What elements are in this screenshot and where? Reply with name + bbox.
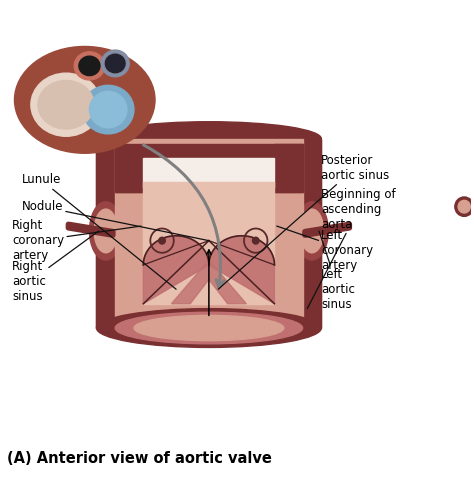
Text: Left
coronary
artery: Left coronary artery [277, 226, 374, 272]
Text: Lunule: Lunule [21, 173, 176, 289]
Text: Left
aortic
sinus: Left aortic sinus [319, 231, 355, 311]
Ellipse shape [31, 73, 101, 136]
Ellipse shape [97, 309, 321, 348]
Ellipse shape [79, 56, 100, 76]
Text: Posterior
aortic sinus: Posterior aortic sinus [218, 154, 390, 289]
Ellipse shape [15, 47, 155, 153]
Ellipse shape [90, 202, 122, 260]
Ellipse shape [115, 312, 302, 344]
Text: Right
aortic
sinus: Right aortic sinus [12, 231, 99, 303]
Polygon shape [143, 182, 274, 304]
Ellipse shape [94, 209, 118, 253]
Ellipse shape [74, 52, 105, 80]
Polygon shape [172, 260, 246, 304]
Polygon shape [274, 143, 302, 192]
Circle shape [159, 237, 165, 244]
Polygon shape [302, 138, 321, 328]
Circle shape [458, 200, 470, 213]
Polygon shape [115, 143, 143, 192]
Text: Nodule: Nodule [21, 200, 209, 241]
Polygon shape [115, 138, 302, 328]
Polygon shape [97, 138, 321, 328]
Ellipse shape [134, 315, 284, 341]
Ellipse shape [296, 202, 328, 260]
Ellipse shape [300, 209, 324, 253]
Text: Right
coronary
artery: Right coronary artery [12, 219, 141, 262]
Circle shape [455, 197, 474, 217]
Circle shape [253, 237, 259, 244]
Polygon shape [143, 236, 209, 304]
Ellipse shape [82, 85, 134, 134]
Ellipse shape [97, 122, 321, 156]
Ellipse shape [101, 50, 129, 77]
Polygon shape [97, 138, 115, 328]
Polygon shape [115, 143, 302, 192]
Polygon shape [143, 158, 274, 187]
Ellipse shape [105, 54, 125, 73]
Text: (A) Anterior view of aortic valve: (A) Anterior view of aortic valve [8, 451, 273, 466]
Ellipse shape [90, 91, 127, 128]
Polygon shape [209, 236, 274, 304]
Ellipse shape [38, 81, 94, 129]
Text: Beginning of
ascending
aorta: Beginning of ascending aorta [307, 188, 396, 309]
